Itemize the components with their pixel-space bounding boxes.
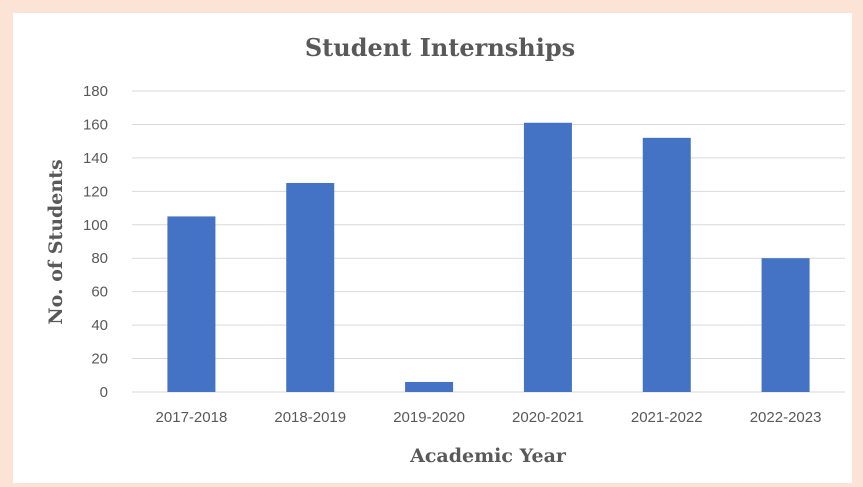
x-tick-label: 2018-2019 xyxy=(274,409,346,426)
bar-2017-2018 xyxy=(167,216,216,392)
bar-2022-2023 xyxy=(761,258,810,392)
x-tick-label: 2019-2020 xyxy=(393,409,465,426)
x-axis-ticks: 2017-2018 2018-2019 2019-2020 2020-2021 2021… xyxy=(156,409,822,426)
y-tick-label: 40 xyxy=(91,317,108,334)
y-tick-label: 120 xyxy=(83,183,108,200)
chart-title: Student Internships xyxy=(305,33,575,62)
x-tick-label: 2021-2022 xyxy=(631,409,703,426)
bars xyxy=(167,122,810,393)
y-tick-label: 160 xyxy=(83,116,108,133)
y-axis-ticks: 0 20 40 60 80 100 120 140 160 180 xyxy=(83,83,108,401)
y-tick-label: 100 xyxy=(83,217,108,234)
bar-2020-2021 xyxy=(523,122,572,393)
y-axis-title: No. of Students xyxy=(45,159,67,324)
y-tick-label: 180 xyxy=(83,83,108,100)
y-tick-label: 80 xyxy=(91,250,108,267)
gridlines xyxy=(132,90,845,393)
y-tick-label: 60 xyxy=(91,284,108,301)
y-tick-label: 20 xyxy=(91,351,108,368)
y-tick-label: 0 xyxy=(100,384,108,401)
bar-2021-2022 xyxy=(642,137,691,392)
x-axis-title: Academic Year xyxy=(409,445,567,467)
bar-2019-2020 xyxy=(405,381,454,392)
x-tick-label: 2022-2023 xyxy=(750,409,822,426)
bar-2018-2019 xyxy=(286,182,335,392)
x-tick-label: 2017-2018 xyxy=(156,409,228,426)
x-tick-label: 2020-2021 xyxy=(512,409,584,426)
y-tick-label: 140 xyxy=(83,150,108,167)
